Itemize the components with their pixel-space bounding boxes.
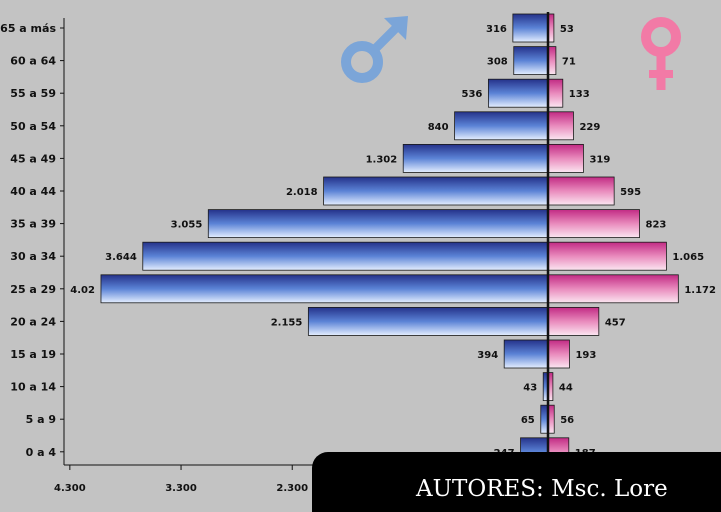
female-value-label: 53 (560, 24, 574, 35)
female-value-label: 1.065 (672, 252, 704, 263)
male-value-label: 4.02 (70, 285, 95, 296)
male-value-label: 1.302 (366, 154, 398, 165)
category-label: 25 a 29 (10, 283, 56, 296)
male-bar (142, 241, 549, 271)
category-label: 15 a 19 (10, 348, 56, 361)
female-bar (547, 274, 679, 304)
male-bar (402, 143, 549, 173)
male-bar (323, 176, 549, 206)
male-bar (100, 274, 549, 304)
male-value-label: 43 (523, 383, 537, 394)
female-bar (547, 209, 640, 239)
female-bar (547, 143, 584, 173)
male-bar (454, 111, 549, 141)
category-label: 20 a 24 (10, 315, 56, 328)
female-bar (547, 306, 600, 336)
female-value-label: 71 (562, 57, 576, 68)
category-label: 60 a 64 (10, 55, 56, 68)
male-value-label: 308 (487, 57, 508, 68)
male-value-label: 394 (477, 350, 498, 361)
male-value-label: 65 (521, 415, 535, 426)
male-value-label: 840 (428, 122, 449, 133)
category-label: 30 a 34 (10, 250, 56, 263)
female-value-label: 229 (579, 122, 600, 133)
male-bar (207, 209, 549, 239)
female-value-label: 457 (605, 317, 626, 328)
female-value-label: 319 (589, 154, 610, 165)
female-symbol-icon (641, 17, 681, 90)
category-label: 10 a 14 (10, 381, 56, 394)
female-value-label: 56 (560, 415, 574, 426)
x-tick-label: 4.300 (54, 483, 86, 494)
female-value-label: 193 (575, 350, 596, 361)
category-label: 5 a 9 (26, 413, 56, 426)
male-bar (503, 339, 549, 369)
female-value-label: 133 (569, 89, 590, 100)
female-value-label: 823 (646, 220, 667, 231)
category-label: 35 a 39 (10, 218, 56, 231)
category-label: 40 a 44 (10, 185, 56, 198)
male-bar (512, 13, 549, 43)
male-bar (487, 78, 549, 108)
credits-overlay: AUTORES: Msc. Lore (312, 452, 721, 512)
x-tick-label: 2.300 (276, 483, 308, 494)
category-label: 55 a 59 (10, 87, 56, 100)
female-value-label: 44 (559, 383, 573, 394)
male-value-label: 536 (462, 89, 483, 100)
male-bar (513, 46, 549, 75)
male-value-label: 2.155 (271, 317, 303, 328)
female-value-label: 595 (620, 187, 641, 198)
male-symbol-icon (341, 16, 408, 83)
x-tick-label: 3.300 (165, 483, 197, 494)
female-value-label: 1.172 (684, 285, 716, 296)
category-label: 45 a 49 (10, 152, 56, 165)
female-bar (547, 176, 615, 206)
female-bar (547, 78, 564, 108)
female-bar (547, 339, 570, 369)
category-label: 50 a 54 (10, 120, 56, 133)
male-bar (307, 306, 549, 336)
female-bar (547, 241, 667, 271)
female-bar (547, 111, 574, 141)
category-label: 0 a 4 (26, 446, 57, 459)
male-value-label: 3.055 (171, 220, 203, 231)
male-value-label: 3.644 (105, 252, 137, 263)
category-label: 65 a más (0, 22, 56, 35)
male-value-label: 316 (486, 24, 507, 35)
male-value-label: 2.018 (286, 187, 318, 198)
population-pyramid-chart: 65 a más 316 53 60 a 64 308 71 55 a 59 536 133 50… (0, 12, 716, 494)
